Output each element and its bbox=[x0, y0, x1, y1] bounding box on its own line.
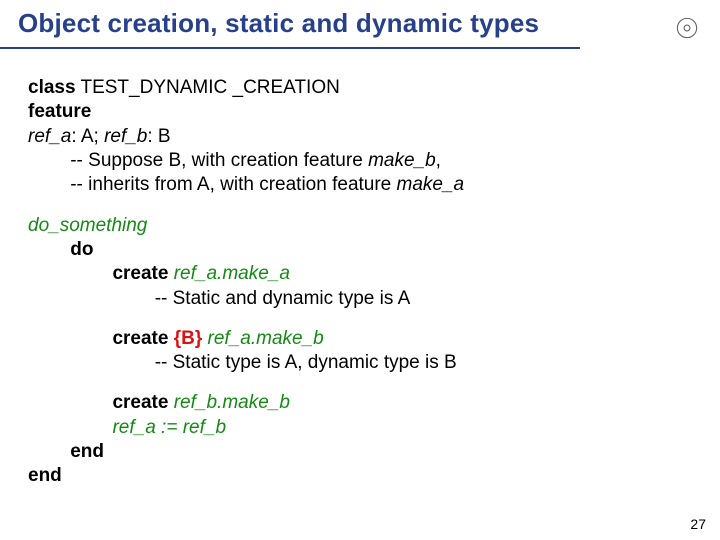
kw-end-outer: end bbox=[28, 465, 62, 486]
kw-end-inner: end bbox=[28, 441, 104, 462]
gap-1 bbox=[28, 198, 464, 214]
kw-do: do bbox=[28, 239, 93, 260]
comment-1a: -- Suppose B, with creation feature bbox=[28, 150, 368, 171]
assign: ref_a := ref_b bbox=[28, 417, 226, 438]
gap-2 bbox=[28, 311, 464, 327]
create-3-rest: ref_b.make_b bbox=[168, 392, 289, 413]
gap-3 bbox=[28, 375, 464, 391]
create-1-rest: ref_a.make_a bbox=[168, 263, 289, 284]
decl-refa: ref_a bbox=[28, 126, 71, 147]
decl-refb: ref_b bbox=[104, 126, 147, 147]
create-2-rest: ref_a.make_b bbox=[202, 328, 323, 349]
kw-class: class bbox=[28, 77, 76, 98]
kw-feature: feature bbox=[28, 101, 91, 122]
slide-title: Object creation, static and dynamic type… bbox=[18, 8, 539, 39]
kw-create-2: create bbox=[28, 328, 168, 349]
comment-1b: , bbox=[436, 150, 441, 171]
logo-icon bbox=[676, 17, 698, 39]
kw-create-3: create bbox=[28, 392, 168, 413]
comment-1-it: make_b bbox=[368, 150, 436, 171]
comment-2-it: make_a bbox=[397, 174, 465, 195]
kw-create-1: create bbox=[28, 263, 168, 284]
decl-mid1: : A; bbox=[71, 126, 104, 147]
decl-mid2: : B bbox=[147, 126, 170, 147]
title-underline bbox=[0, 47, 580, 49]
create-2-b: {B} bbox=[168, 328, 202, 349]
slide: Object creation, static and dynamic type… bbox=[0, 0, 720, 540]
create-2-cmt: -- Static type is A, dynamic type is B bbox=[28, 352, 457, 373]
code-block: class TEST_DYNAMIC _CREATION feature ref… bbox=[28, 76, 464, 489]
create-1-cmt: -- Static and dynamic type is A bbox=[28, 288, 410, 309]
comment-2a: -- inherits from A, with creation featur… bbox=[28, 174, 397, 195]
class-name: TEST_DYNAMIC _CREATION bbox=[76, 77, 340, 98]
do-something: do_something bbox=[28, 215, 147, 236]
page-number: 27 bbox=[690, 516, 706, 532]
